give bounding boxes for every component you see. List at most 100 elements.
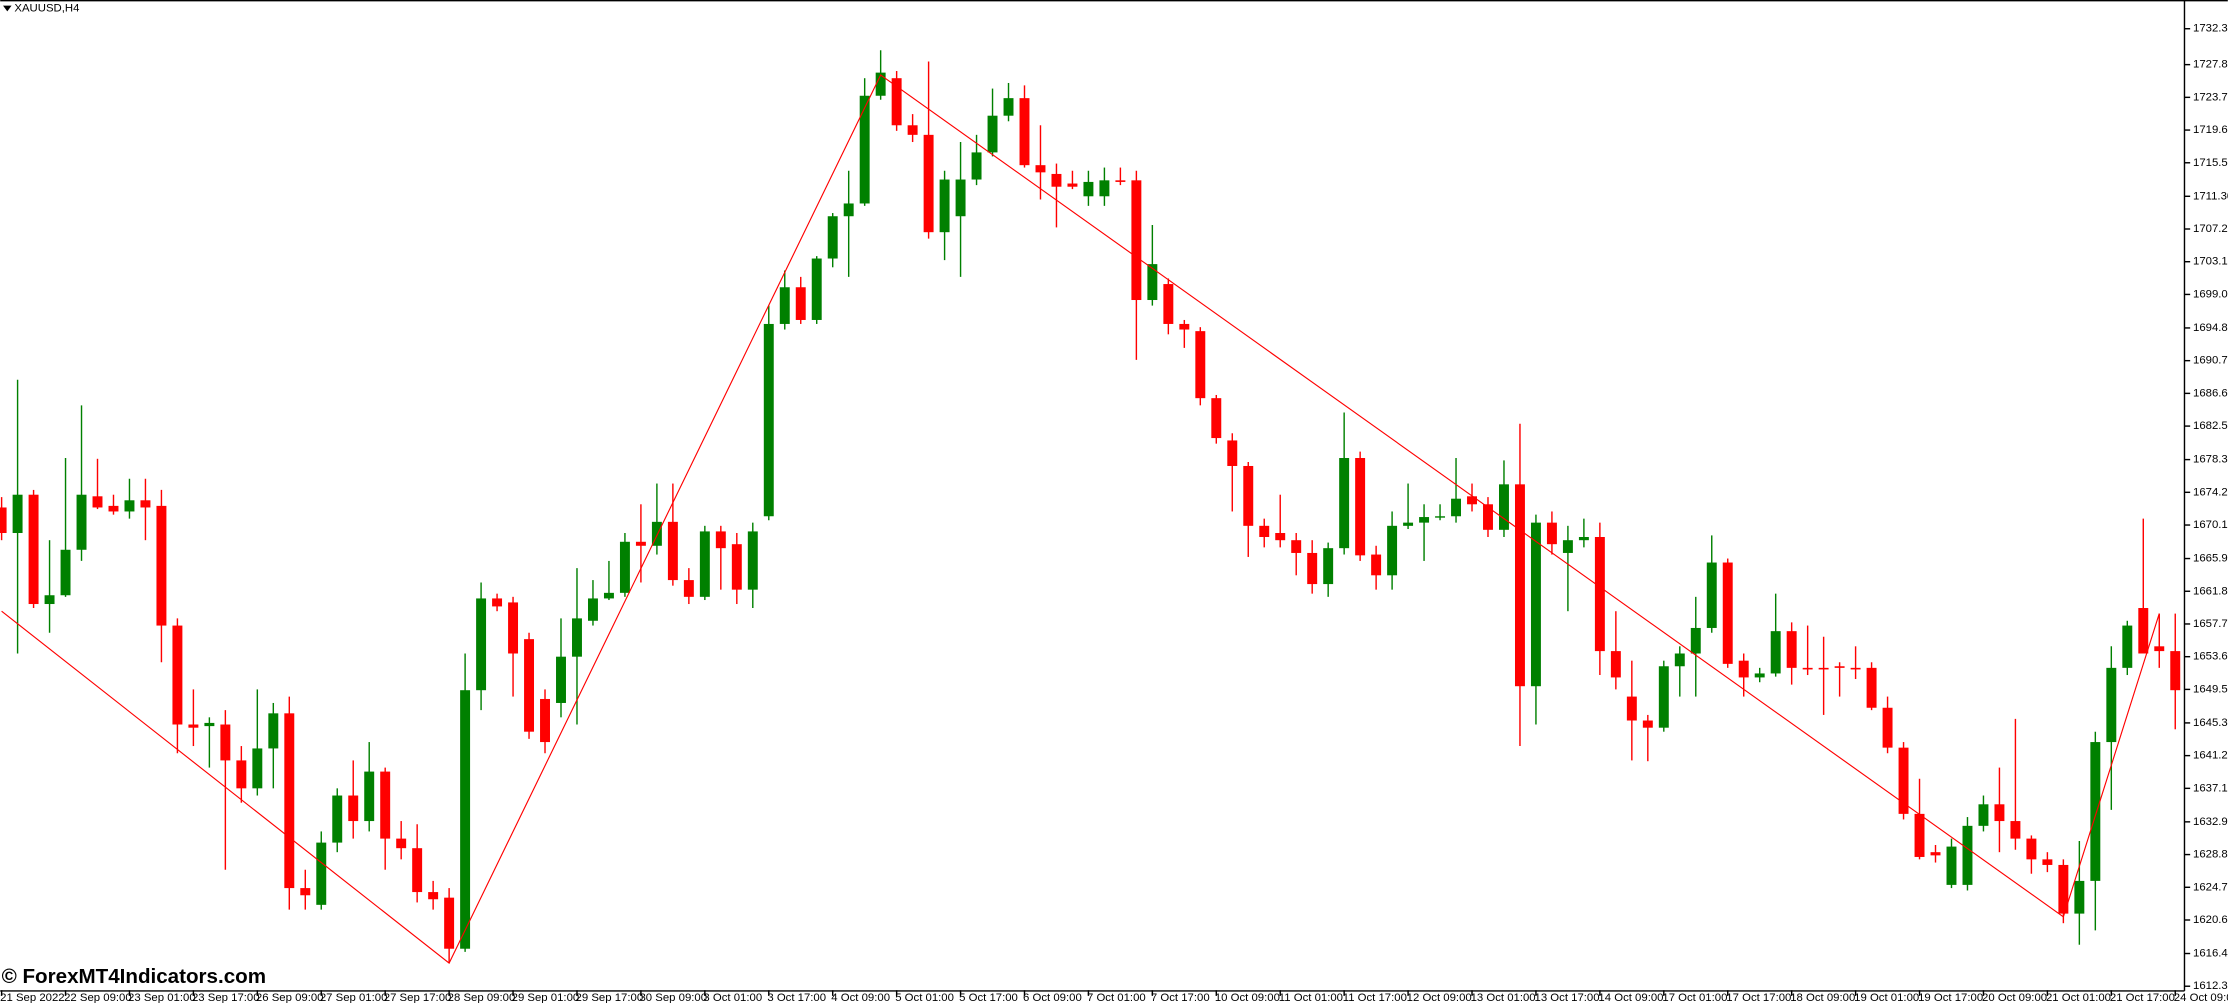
- candle-body: [1035, 165, 1046, 173]
- candle-body: [891, 78, 902, 126]
- x-tick-label: 27 Sep 17:00: [384, 992, 452, 1003]
- candle-body: [731, 544, 742, 590]
- candle-body: [556, 656, 566, 703]
- candle-body: [1850, 667, 1861, 670]
- y-tick-label: 1719.60: [2193, 124, 2228, 136]
- x-tick-label: 23 Sep 01:00: [128, 992, 196, 1003]
- x-tick-label: 18 Oct 09:00: [1790, 992, 1855, 1003]
- candle-body: [1355, 458, 1366, 556]
- candle-body: [348, 795, 359, 822]
- x-tick-label: 12 Oct 09:00: [1407, 992, 1472, 1003]
- plot-area: [0, 50, 2181, 964]
- candle-body: [859, 95, 870, 204]
- candle-body: [2154, 646, 2165, 652]
- y-tick-label: 1727.80: [2193, 59, 2228, 71]
- x-tick-label: 27 Sep 01:00: [320, 992, 388, 1003]
- x-tick-label: 13 Oct 01:00: [1471, 992, 1536, 1003]
- x-tick-label: 6 Oct 09:00: [1023, 992, 1082, 1003]
- candle-body: [1546, 522, 1557, 545]
- y-tick-label: 1628.80: [2193, 849, 2228, 861]
- x-tick-label: 14 Oct 09:00: [1598, 992, 1663, 1003]
- y-tick-label: 1624.70: [2193, 881, 2228, 893]
- candle-body: [1323, 548, 1334, 585]
- y-tick-label: 1715.50: [2193, 157, 2228, 169]
- candle-body: [444, 897, 455, 949]
- candle-body: [715, 531, 726, 549]
- y-tick-label: 1711.30: [2193, 190, 2228, 202]
- candle-body: [1099, 180, 1110, 197]
- y-tick-label: 1670.10: [2193, 519, 2228, 531]
- candle-body: [1530, 522, 1541, 687]
- candle-body: [1914, 813, 1925, 857]
- x-tick-label: 22 Sep 09:00: [64, 992, 132, 1003]
- candle-body: [1195, 331, 1206, 399]
- candle-body: [44, 595, 55, 605]
- candle-body: [2074, 880, 2085, 914]
- candle-body: [1834, 666, 1845, 668]
- candle-body: [1866, 667, 1877, 708]
- candle-body: [28, 494, 39, 605]
- candle-body: [492, 598, 503, 607]
- candle-body: [1642, 720, 1653, 728]
- y-tick-label: 1645.30: [2193, 717, 2228, 729]
- candle-body: [0, 507, 7, 534]
- x-tick-label: 13 Oct 17:00: [1535, 992, 1600, 1003]
- candle-body: [763, 323, 774, 517]
- y-tick-label: 1649.50: [2193, 683, 2228, 695]
- candle-body: [204, 722, 215, 727]
- y-tick-label: 1665.90: [2193, 553, 2228, 565]
- candle-body: [843, 203, 854, 217]
- y-tick-label: 1637.10: [2193, 782, 2228, 794]
- candle-body: [955, 179, 966, 217]
- candle-body: [1786, 631, 1797, 668]
- candle-body: [1499, 484, 1509, 530]
- candle-body: [380, 771, 391, 839]
- candle-body: [1435, 516, 1446, 518]
- x-tick-label: 19 Oct 17:00: [1918, 992, 1983, 1003]
- candle-body: [460, 690, 471, 949]
- x-tick-label: 19 Oct 01:00: [1854, 992, 1919, 1003]
- candle-body: [1946, 846, 1957, 885]
- x-tick-label: 21 Oct 01:00: [2046, 992, 2111, 1003]
- y-tick-label: 1657.70: [2193, 618, 2228, 630]
- y-tick-label: 1703.10: [2193, 256, 2228, 268]
- candle-body: [540, 698, 550, 743]
- x-tick-label: 23 Sep 17:00: [192, 992, 260, 1003]
- candle-body: [60, 549, 71, 596]
- candle-body: [1083, 181, 1094, 197]
- candle-body: [683, 580, 694, 597]
- menu-arrow[interactable]: [3, 5, 12, 12]
- candle-body: [2170, 651, 2181, 691]
- candle-body: [1818, 667, 1829, 670]
- candle-body: [1594, 536, 1605, 652]
- y-tick-label: 1682.50: [2193, 420, 2228, 432]
- candle-body: [1994, 804, 2005, 822]
- x-tick-label: 7 Oct 01:00: [1087, 992, 1146, 1003]
- y-tick-label: 1641.20: [2193, 750, 2228, 762]
- candle-body: [699, 531, 710, 597]
- y-tick-label: 1616.40: [2193, 948, 2228, 960]
- y-tick-label: 1678.30: [2193, 454, 2228, 466]
- candle-body: [795, 287, 806, 320]
- candle-body: [1962, 825, 1973, 885]
- x-tick-label: 20 Oct 09:00: [1982, 992, 2047, 1003]
- y-tick-label: 1690.70: [2193, 355, 2228, 367]
- candle-body: [1978, 804, 1989, 826]
- candle-body: [300, 888, 311, 896]
- candle-body: [1483, 504, 1493, 530]
- candle-body: [2010, 821, 2021, 839]
- candle-body: [108, 505, 119, 512]
- candle-body: [284, 713, 295, 889]
- candle-body: [1147, 264, 1158, 301]
- candle-body: [332, 795, 343, 843]
- candle-body: [827, 216, 838, 259]
- x-tick-label: 5 Oct 17:00: [959, 992, 1018, 1003]
- y-tick-label: 1707.20: [2193, 223, 2228, 235]
- candle-body: [1770, 631, 1781, 674]
- y-tick-label: 1612.30: [2193, 980, 2228, 992]
- candle-body: [2138, 608, 2149, 654]
- candle-body: [587, 598, 598, 621]
- y-tick-label: 1732.30: [2193, 23, 2228, 35]
- y-tick-label: 1632.90: [2193, 816, 2228, 828]
- candle-body: [987, 115, 998, 153]
